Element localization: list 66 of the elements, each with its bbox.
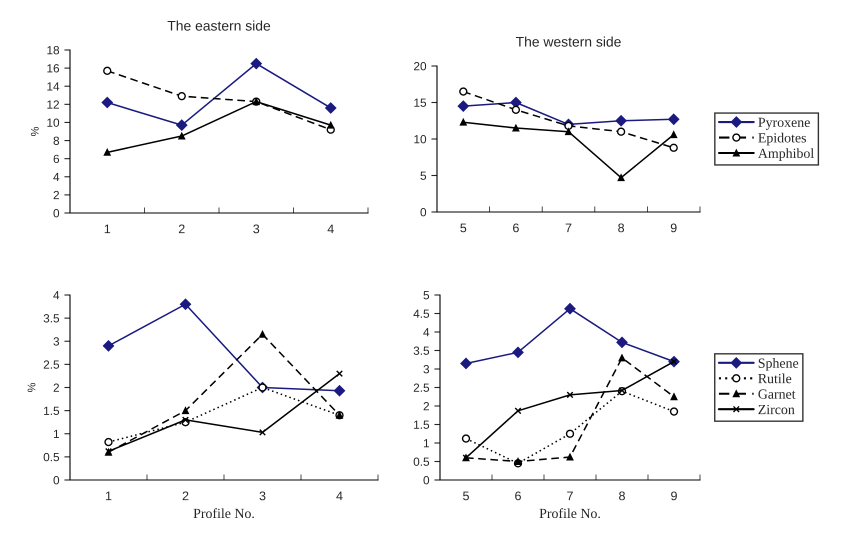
y-tick-label: 10 [414,135,426,144]
x-tick-label: 8 [619,491,625,500]
y-tick-label: 1 [54,430,60,438]
y-tick-label: 20 [414,62,426,70]
y-tick-label: 0 [420,208,426,216]
legend-label: Amphibol [758,148,814,161]
y-tick-label: 3 [53,337,60,346]
y-tick-label: 0.5 [414,458,430,466]
x-tick-label: 8 [618,223,624,232]
y-tick-label: 0.5 [44,452,60,462]
x-tick-label: 5 [463,492,469,500]
y-tick-label: 2 [54,190,59,200]
y-tick-label: 4 [53,172,60,182]
y-tick-label: 15 [414,98,426,107]
x-tick-label: 1 [106,492,112,500]
x-tick-label: 1 [104,224,110,234]
chart-title: The eastern side [168,20,270,31]
legend-label: Sphene [758,358,798,371]
legend-label: Rutile [758,374,792,384]
x-tick-label: 6 [513,223,519,232]
y-tick-label: 0 [53,209,60,218]
y-tick-label: 4 [53,291,60,300]
legend-label: Garnet [758,389,796,399]
y-tick-label: 18 [47,46,60,54]
x-tick-label: 5 [460,224,466,232]
legend-label: Zircon [758,404,795,414]
y-tick-label: 4.5 [413,310,430,318]
y-tick-label: 1 [424,439,430,448]
x-tick-label: 6 [515,491,521,500]
x-tick-label: 7 [566,224,572,232]
y-tick-label: 12 [47,100,59,109]
x-axis-title: Profile No. [540,508,600,518]
y-tick-label: 3.5 [414,346,430,355]
y-axis-title: % [28,382,36,392]
y-tick-label: 5 [423,291,430,300]
legend-label: Epidotes [758,132,806,146]
y-tick-label: 2.5 [414,384,430,392]
y-tick-label: 5 [420,172,426,180]
x-axis-title: Profile No. [194,508,254,518]
x-tick-label: 2 [178,224,185,234]
x-tick-label: 2 [182,491,188,500]
y-tick-label: 4 [423,328,430,336]
y-tick-label: 2 [54,384,59,392]
y-axis-title: % [30,126,39,136]
y-tick-label: 6 [54,154,60,164]
y-tick-label: 0 [53,476,60,484]
x-tick-label: 4 [336,492,343,500]
y-tick-label: 2 [424,402,429,410]
x-tick-label: 3 [253,224,260,234]
x-tick-label: 7 [567,492,573,500]
y-tick-label: 10 [47,118,60,127]
y-tick-label: 1.5 [414,420,430,429]
x-tick-label: 4 [328,224,334,234]
x-tick-label: 3 [260,491,266,500]
y-tick-label: 2.5 [44,360,60,369]
y-tick-label: 14 [47,82,60,90]
y-tick-label: 1.5 [44,406,60,416]
y-tick-label: 8 [54,136,60,145]
legend-label: Pyroxene [758,118,810,130]
x-tick-label: 9 [671,491,677,500]
y-tick-label: 0 [423,476,430,484]
y-tick-label: 3 [423,365,430,374]
chart-title: The western side [516,36,621,47]
y-tick-label: 16 [47,64,60,73]
x-tick-label: 9 [670,223,677,232]
y-tick-label: 3.5 [44,314,60,323]
